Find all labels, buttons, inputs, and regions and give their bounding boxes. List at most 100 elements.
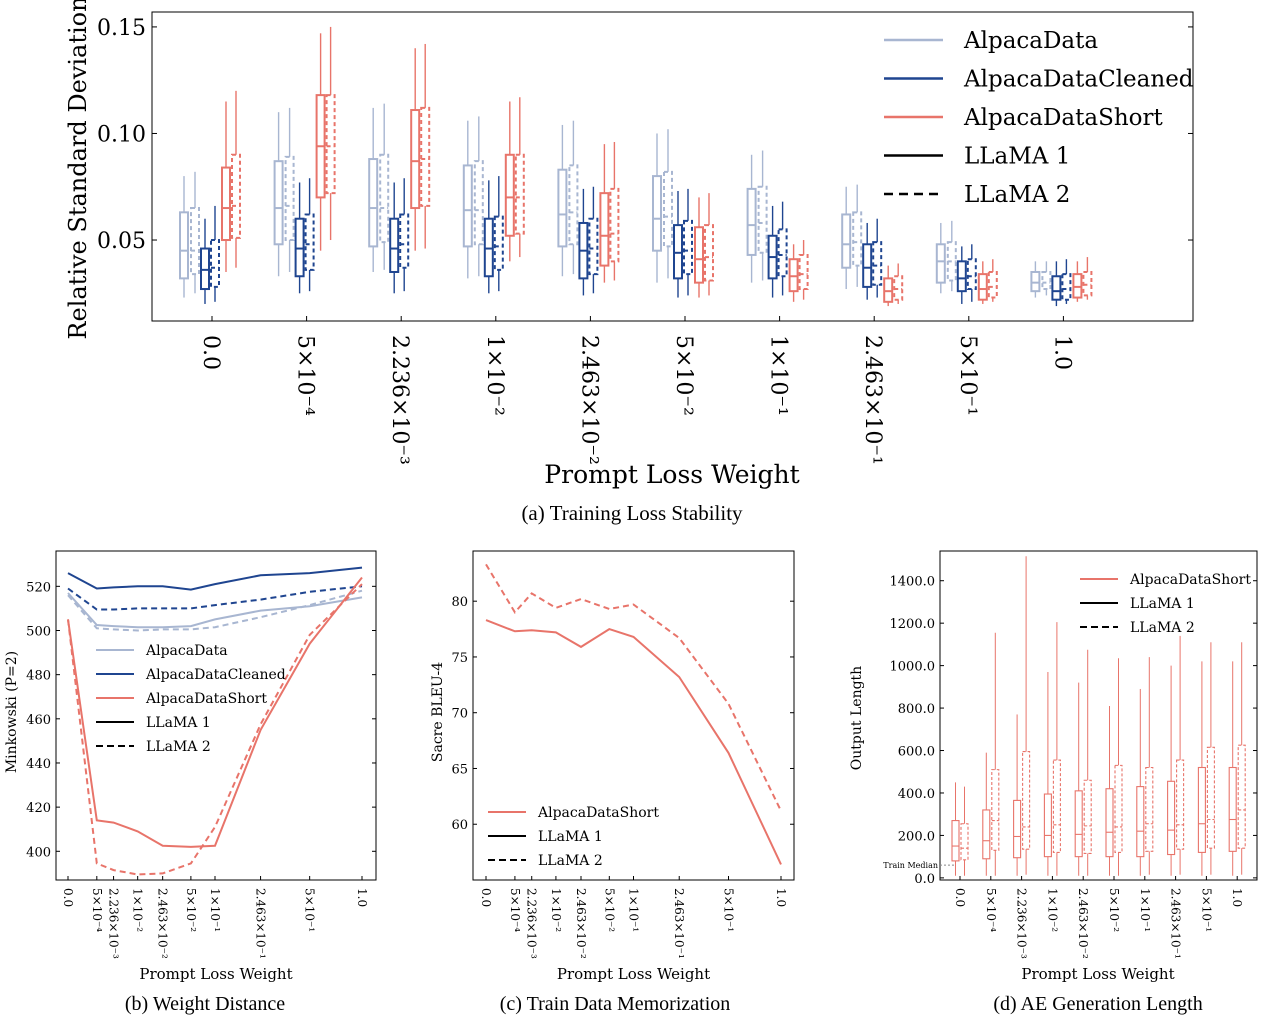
panel-c-xtick-label: 2.236×10⁻³	[525, 888, 539, 959]
panel-a-box-body	[966, 258, 977, 291]
panel-b-xtick-label: 5×10⁻¹	[303, 888, 317, 932]
panel-d-box-body	[991, 769, 1000, 851]
panel-d-box-body	[1167, 780, 1176, 856]
panel-a-box	[767, 205, 778, 298]
panel-d-box	[1136, 688, 1145, 876]
panel-d-box	[1105, 705, 1114, 876]
panel-a-box	[663, 129, 673, 279]
panel-a-box	[694, 197, 704, 298]
panel-a-box	[1051, 261, 1062, 307]
panel-b-xtick-label: 0.0	[61, 888, 75, 907]
panel-a-box-body	[1072, 273, 1083, 299]
panel-d-box-body	[1114, 764, 1123, 853]
panel-b-series-line	[67, 592, 363, 629]
panel-c-xtick-label: 0.0	[479, 888, 493, 907]
panel-c-legend-label: LLaMA 2	[538, 853, 603, 869]
panel-b-xtick-label: 2.463×10⁻²	[156, 888, 170, 959]
panel-c-xtick-label: 1×10⁻¹	[627, 888, 641, 932]
panel-c-xtick-label: 5×10⁻¹	[721, 888, 735, 932]
panel-d-box	[1114, 658, 1123, 876]
panel-a-box	[935, 222, 946, 294]
panel-d-box-body	[1052, 759, 1061, 853]
panel-a-box	[757, 150, 768, 281]
panel-a-box	[504, 101, 515, 262]
panel-a-box-body	[190, 207, 200, 276]
panel-b-series-line	[67, 566, 363, 591]
panel-a-box-body	[935, 243, 946, 284]
panel-d-box	[991, 632, 1000, 876]
panel-a-box	[588, 186, 599, 294]
panel-a-box	[294, 182, 305, 294]
panel-a-box-body	[368, 158, 379, 248]
panel-b-ytick-label: 480	[26, 669, 51, 684]
panel-d-box-body	[1083, 779, 1092, 855]
panel-a-box-body	[483, 217, 494, 278]
panel-c-xtick-label: 5×10⁻²	[602, 888, 616, 932]
panel-a-box	[200, 218, 210, 304]
panel-c-train-data-memorization: 60 65 70 75 80 0.0 5×10⁻⁴ 2.236×10⁻³ 1×10⁻² 2.463…	[430, 550, 795, 1015]
panel-a-box-body	[410, 109, 421, 210]
panel-d-box	[1237, 642, 1246, 875]
panel-d-box-body	[982, 809, 991, 860]
panel-a-box	[872, 218, 883, 298]
panel-b-ytick-label: 460	[26, 713, 51, 728]
panel-a-box-body	[609, 187, 620, 263]
panel-a-ylabel: Relative Standard Deviation	[64, 0, 92, 340]
panel-c-legend-label: AlpacaDataShort	[537, 805, 659, 821]
panel-d-box-body	[1176, 759, 1185, 850]
panel-a-box	[798, 240, 809, 300]
panel-a-xtick-label: 5×10⁻¹	[955, 335, 980, 416]
panel-d-box-body	[1074, 790, 1083, 858]
panel-d-xtick-label: 0.0	[953, 888, 967, 907]
panel-d-train-median-label: Train Median	[883, 861, 938, 870]
panel-a-box-body	[704, 224, 714, 282]
panel-a-box	[852, 184, 863, 287]
panel-b-xtick-label: 2.463×10⁻¹	[254, 888, 268, 959]
panel-c-frame	[472, 550, 795, 881]
panel-d-ytick-label: 1000.0	[890, 660, 936, 675]
panel-a-box	[862, 222, 873, 300]
panel-a-box	[1061, 259, 1072, 304]
panel-a-box-body	[683, 219, 693, 276]
panel-a-box	[1072, 261, 1083, 302]
panel-d-frame	[939, 550, 1258, 881]
panel-a-box	[273, 112, 284, 277]
panel-a-box	[179, 176, 189, 298]
panel-a-box-body	[588, 217, 599, 276]
panel-b-xtick-label: 1.0	[355, 888, 369, 907]
panel-a-frame	[151, 11, 1194, 322]
panel-a-box	[462, 120, 473, 279]
panel-c-ytick-label: 80	[451, 595, 468, 610]
panel-a-box	[609, 141, 620, 281]
panel-d-box	[1013, 714, 1022, 876]
panel-a-box	[746, 154, 757, 283]
panel-a-box	[1030, 261, 1041, 298]
panel-b-weight-distance: 400 420 440 460 480 500 520 0.0 5×10⁻⁴ 2.236×10⁻³…	[4, 550, 377, 1015]
panel-a-box-body	[420, 106, 431, 207]
panel-a-legend-label: LLaMA 2	[964, 182, 1070, 208]
panel-a-box-body	[462, 164, 473, 248]
panel-d-legend-label: LLaMA 2	[1130, 620, 1195, 636]
panel-c-ytick-label: 65	[451, 762, 468, 777]
panel-a-box	[210, 205, 220, 302]
panel-a-xtick-label: 2.463×10⁻¹	[860, 335, 885, 465]
panel-d-xlabel: Prompt Loss Weight	[1021, 965, 1174, 983]
panel-b-caption: (b) Weight Distance	[125, 993, 285, 1015]
panel-a-box	[652, 133, 662, 283]
panel-a-box	[304, 178, 315, 292]
panel-d-box	[1022, 556, 1031, 875]
panel-a-box-body	[231, 153, 241, 239]
panel-c-legend: AlpacaDataShort LLaMA 1 LLaMA 2	[488, 805, 659, 869]
panel-a-box	[221, 101, 231, 272]
panel-d-xtick-label: 5×10⁻⁴	[984, 888, 998, 932]
panel-d-xtick-label: 2.463×10⁻¹	[1169, 888, 1183, 959]
panel-a-legend-label: LLaMA 1	[964, 144, 1070, 170]
panel-b-ytick-label: 500	[26, 624, 51, 639]
panel-c-legend-label: LLaMA 1	[538, 829, 603, 845]
panel-a-box	[883, 265, 894, 307]
panel-c-ytick-label: 60	[451, 818, 468, 833]
panel-d-xtick-label: 1×10⁻²	[1045, 888, 1059, 932]
panel-a-ytick-label: 0.15	[97, 16, 146, 41]
panel-a-box	[966, 244, 977, 302]
